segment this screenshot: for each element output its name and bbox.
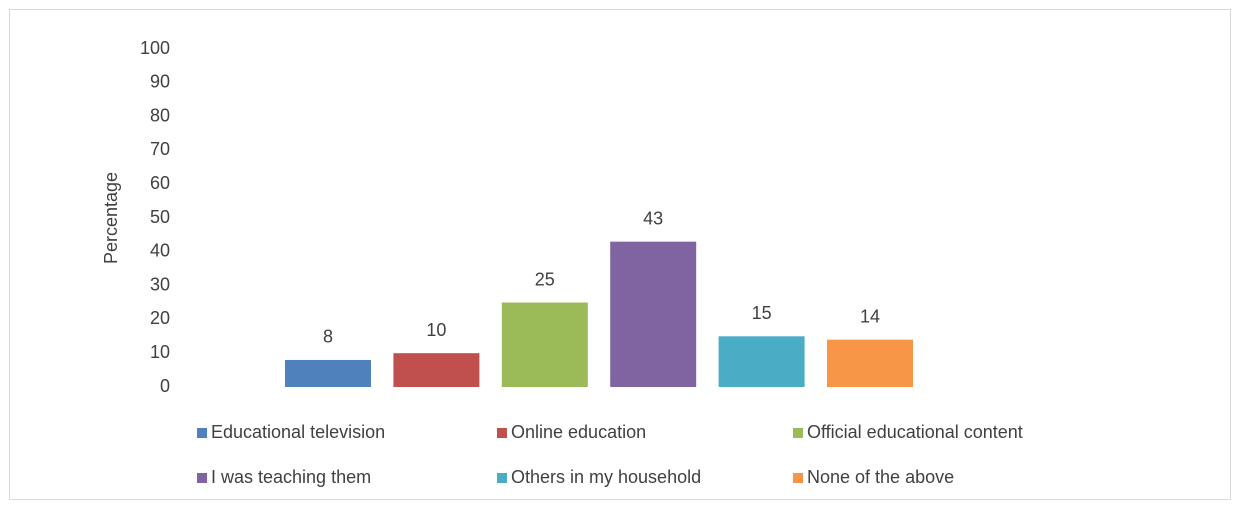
bar [827,339,913,387]
legend-swatch [497,428,507,438]
y-tick-label: 30 [150,274,170,294]
value-label: 10 [426,320,446,340]
legend-swatch [197,428,207,438]
y-tick-label: 10 [150,342,170,362]
legend-label: Official educational content [807,422,1023,442]
legend-label: None of the above [807,467,954,487]
legend-label: Online education [511,422,646,442]
value-label: 43 [643,208,663,228]
legend-swatch [197,473,207,483]
value-label: 14 [860,306,880,326]
legend-label: I was teaching them [211,467,371,487]
y-tick-label: 70 [150,139,170,159]
y-tick-label: 0 [160,376,170,396]
y-tick-label: 90 [150,72,170,92]
legend-swatch [497,473,507,483]
bar [501,302,588,387]
y-tick-label: 40 [150,241,170,261]
bar [718,336,805,387]
legend-swatch [793,428,803,438]
legend-label: Educational television [211,422,385,442]
bar [285,359,371,387]
value-label: 8 [323,327,333,347]
bar [610,241,697,387]
legend-swatch [793,473,803,483]
y-axis-title: Percentage [101,172,121,264]
y-tick-label: 20 [150,308,170,328]
legend-label: Others in my household [511,467,701,487]
value-label: 15 [752,303,772,323]
y-tick-label: 100 [140,38,170,58]
y-tick-label: 50 [150,207,170,227]
y-tick-label: 60 [150,173,170,193]
y-tick-label: 80 [150,105,170,125]
bar [393,353,480,387]
value-label: 25 [535,269,555,289]
